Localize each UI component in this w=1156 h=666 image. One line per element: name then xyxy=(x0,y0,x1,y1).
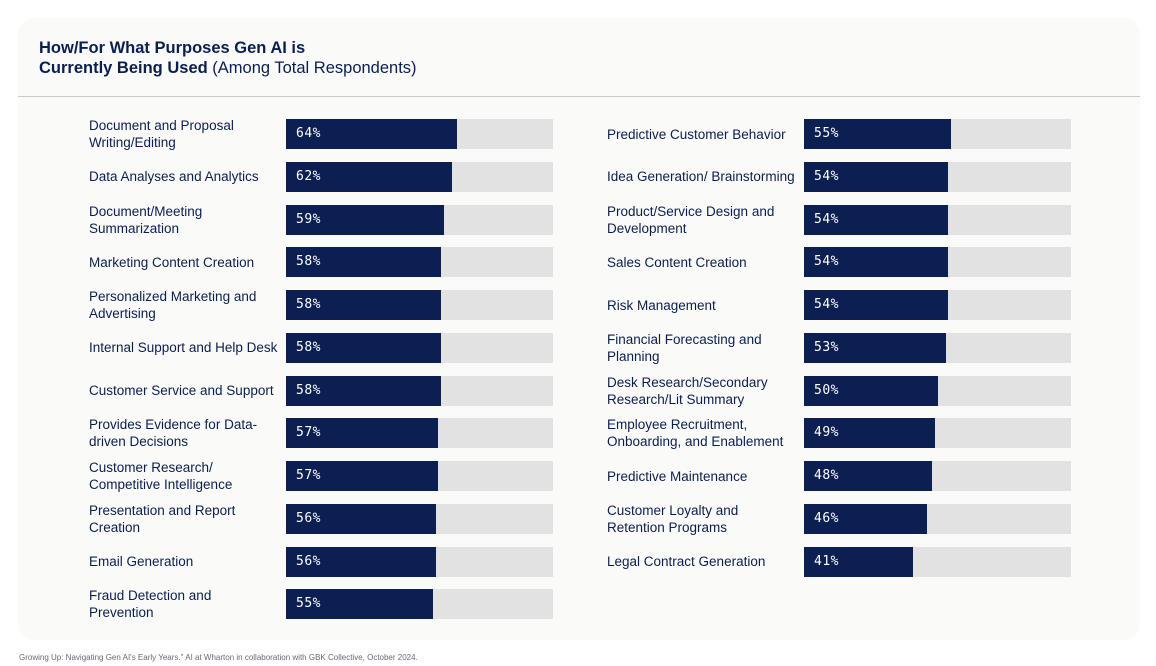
data-label: 55% xyxy=(814,126,839,141)
bar-track: 58% xyxy=(286,332,553,363)
bar-track: 56% xyxy=(286,503,553,534)
data-label: 53% xyxy=(814,339,839,355)
bar-track: 55% xyxy=(286,589,553,620)
data-label: 58% xyxy=(296,297,321,312)
bar: 54% xyxy=(804,247,949,278)
data-label: 64% xyxy=(296,126,321,141)
category-label: Financial Forecasting and Planning xyxy=(607,331,762,364)
category-label: Internal Support and Help Desk xyxy=(89,340,278,356)
bar: 59% xyxy=(286,204,444,235)
bar-track: 54% xyxy=(804,247,1071,278)
bar: 57% xyxy=(286,461,439,491)
category-label: Customer Research/ Competitive Intellige… xyxy=(89,460,233,492)
data-label: 58% xyxy=(296,382,321,398)
category-label: Document and Proposal Writing/Editing xyxy=(89,118,234,150)
bar: 58% xyxy=(286,290,441,320)
bar-track: 62% xyxy=(286,161,553,192)
data-label: 54% xyxy=(814,297,839,312)
bar-track: 54% xyxy=(804,290,1071,320)
category-label: Presentation and Report Creation xyxy=(89,502,236,535)
category-label: Email Generation xyxy=(89,554,194,569)
bar: 64% xyxy=(286,119,457,149)
divider xyxy=(18,96,1140,97)
bar: 50% xyxy=(804,375,938,406)
bar-track: 55% xyxy=(804,119,1071,149)
bar: 54% xyxy=(804,290,949,320)
data-label: 58% xyxy=(296,339,321,355)
bar: 56% xyxy=(286,546,436,577)
bar-track: 57% xyxy=(286,418,553,449)
bar-track: 46% xyxy=(804,503,1071,534)
category-label: Customer Service and Support xyxy=(89,383,274,398)
category-label: Fraud Detection and Prevention xyxy=(89,588,212,621)
data-label: 62% xyxy=(296,168,321,184)
category-label: Product/Service Design and Development xyxy=(607,203,775,236)
category-label: Legal Contract Generation xyxy=(607,554,766,569)
data-label: 54% xyxy=(814,254,839,270)
bar-track: 57% xyxy=(286,461,553,491)
bar: 58% xyxy=(286,332,441,363)
category-label: Predictive Customer Behavior xyxy=(607,126,786,142)
bar: 53% xyxy=(804,332,946,363)
data-label: 57% xyxy=(296,468,321,483)
category-label: Risk Management xyxy=(607,297,716,313)
category-label: Predictive Maintenance xyxy=(607,468,748,484)
bar-track: 59% xyxy=(286,204,553,235)
category-label: Sales Content Creation xyxy=(607,254,747,270)
bar-track: 54% xyxy=(804,204,1071,235)
category-label: Data Analyses and Analytics xyxy=(89,169,259,185)
bar-track: 58% xyxy=(286,247,553,278)
bar: 54% xyxy=(804,161,949,192)
bar-track: 53% xyxy=(804,332,1071,363)
category-label: Employee Recruitment, Onboarding, and En… xyxy=(607,417,784,450)
bar-track: 41% xyxy=(804,546,1071,577)
bar-track: 58% xyxy=(286,290,553,320)
bar-track: 58% xyxy=(286,375,553,406)
data-label: 57% xyxy=(296,425,321,441)
category-label: Document/Meeting Summarization xyxy=(89,203,203,236)
bar: 41% xyxy=(804,546,914,577)
data-label: 48% xyxy=(814,468,839,483)
bar: 55% xyxy=(286,589,433,620)
bar: 56% xyxy=(286,503,436,534)
data-label: 59% xyxy=(296,211,321,227)
bar: 49% xyxy=(804,418,935,449)
bar: 48% xyxy=(804,461,933,491)
category-label: Marketing Content Creation xyxy=(89,254,255,270)
category-label: Personalized Marketing and Advertising xyxy=(89,289,257,321)
data-label: 55% xyxy=(296,596,321,612)
data-label: 58% xyxy=(296,254,321,270)
bar: 46% xyxy=(804,503,927,534)
title-bold-line2: Currently Being Used xyxy=(39,59,208,77)
category-label: Customer Loyalty and Retention Programs xyxy=(607,502,739,535)
source-note: Growing Up: Navigating Gen AI's Early Ye… xyxy=(19,653,418,662)
bar: 58% xyxy=(286,375,441,406)
chart-card: How/For What Purposes Gen AI is Currentl… xyxy=(18,18,1140,640)
title-subtitle: (Among Total Respondents) xyxy=(212,59,417,77)
bar: 58% xyxy=(286,247,441,278)
data-label: 56% xyxy=(296,553,321,569)
bar-track: 64% xyxy=(286,119,553,149)
data-label: 41% xyxy=(814,553,839,569)
bar-track: 48% xyxy=(804,461,1071,491)
bar: 57% xyxy=(286,418,439,449)
data-label: 54% xyxy=(814,168,839,184)
category-label: Idea Generation/ Brainstorming xyxy=(607,169,795,185)
category-label: Provides Evidence for Data-driven Decisi… xyxy=(89,417,258,450)
data-label: 56% xyxy=(296,510,321,526)
category-label: Desk Research/Secondary Research/Lit Sum… xyxy=(607,374,768,407)
data-label: 50% xyxy=(814,382,839,398)
data-label: 54% xyxy=(814,211,839,227)
bar: 62% xyxy=(286,161,452,192)
bar-track: 56% xyxy=(286,546,553,577)
bar-track: 50% xyxy=(804,375,1071,406)
chart-title: How/For What Purposes Gen AI is Currentl… xyxy=(39,38,417,78)
bar-track: 49% xyxy=(804,418,1071,449)
bar: 54% xyxy=(804,204,949,235)
bar-track: 54% xyxy=(804,161,1071,192)
data-label: 49% xyxy=(814,425,839,441)
title-bold-line1: How/For What Purposes Gen AI is xyxy=(39,39,306,57)
bar: 55% xyxy=(804,119,951,149)
data-label: 46% xyxy=(814,510,839,526)
